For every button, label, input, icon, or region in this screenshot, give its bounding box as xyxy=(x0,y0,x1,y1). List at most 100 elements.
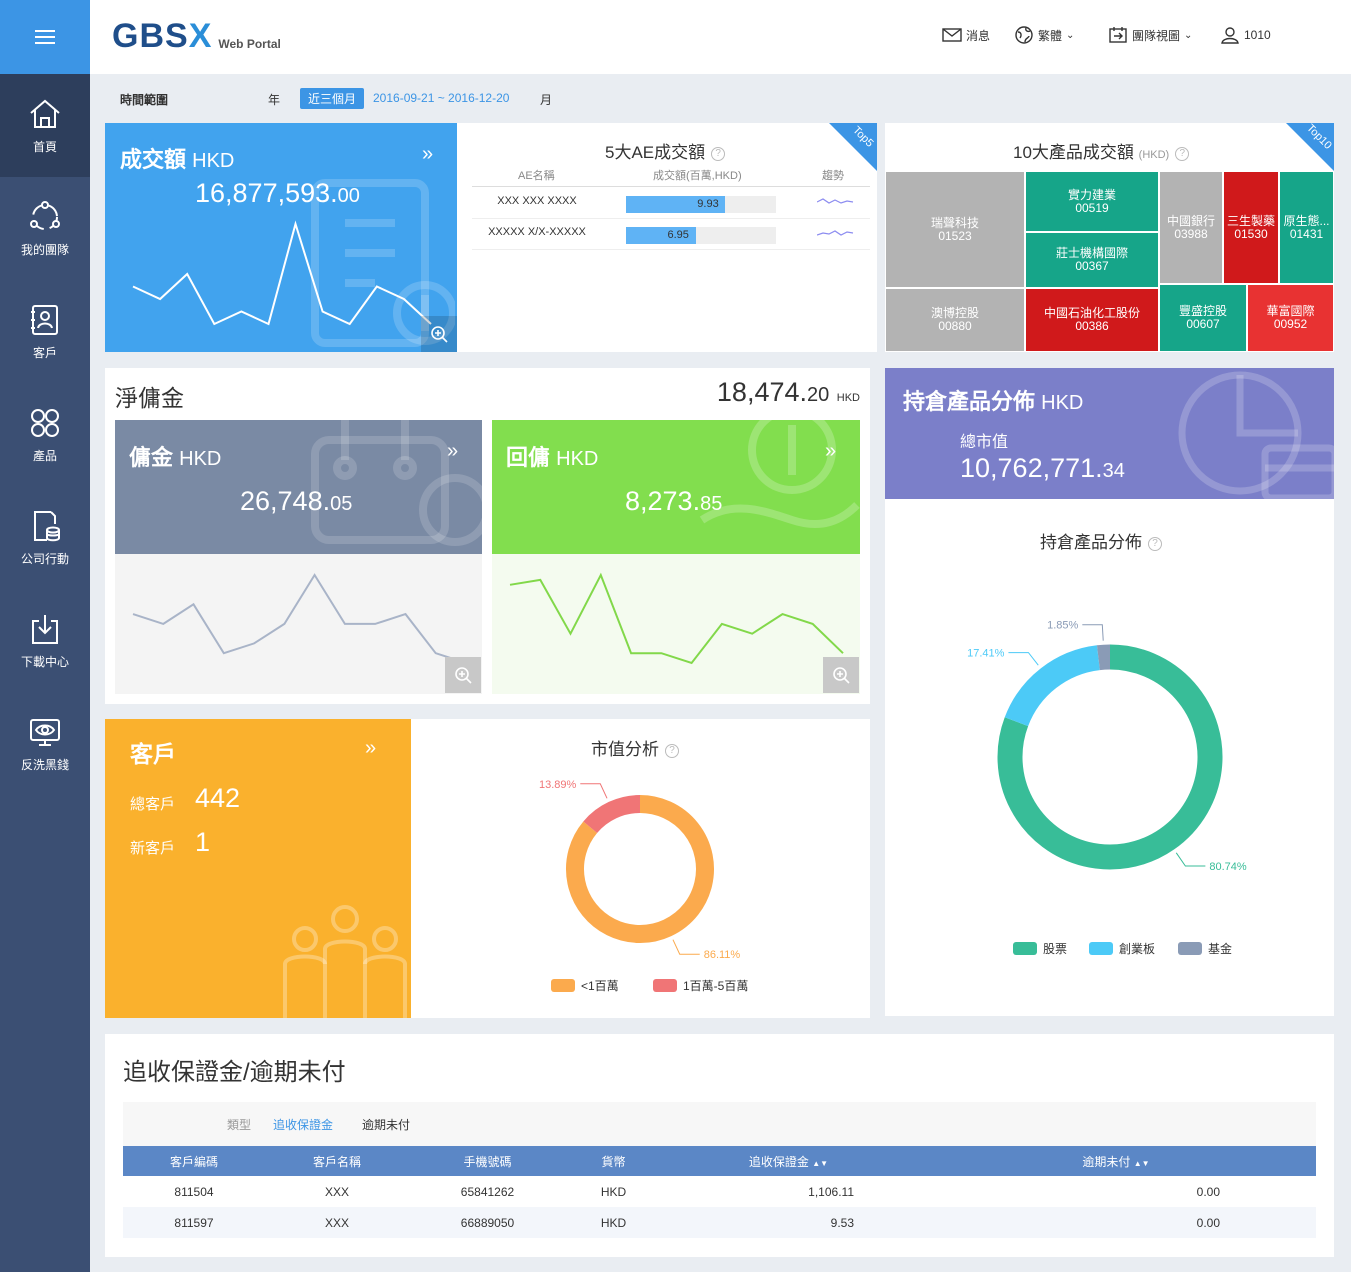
legend-swatch[interactable] xyxy=(551,979,575,992)
sparkline-path xyxy=(132,573,467,664)
view-dropdown[interactable]: 團隊視圖 ⌄ xyxy=(1108,26,1192,44)
sidebar-item-label: 我的團隊 xyxy=(20,243,69,257)
table-cell: 0.00 xyxy=(916,1207,1316,1238)
treemap-tile[interactable]: 豐盛控股 00607 xyxy=(1159,284,1247,352)
top5-title: 5大AE成交額? xyxy=(605,138,726,163)
treemap-tile[interactable]: 中國銀行 03988 xyxy=(1159,171,1223,284)
table-row[interactable]: 811597 XXX 66889050 HKD 9.53 0.00 xyxy=(123,1207,1316,1238)
sidebar-item-clients[interactable]: 客戶 xyxy=(0,280,90,383)
rebate-more-icon[interactable]: » xyxy=(825,440,837,462)
legend-swatch[interactable] xyxy=(1178,942,1202,955)
donut-slice[interactable] xyxy=(997,644,1223,870)
legend-swatch[interactable] xyxy=(1089,942,1113,955)
rebate-sparkline xyxy=(509,572,844,665)
net-commission-card: 淨傭金 18,474.20 HKD 傭金 HKD » 26,748.05 回傭 … xyxy=(105,368,870,704)
donut-slice[interactable] xyxy=(1004,645,1101,727)
legend-label[interactable]: 創業板 xyxy=(1119,942,1155,956)
top-header: GBSX Web Portal 消息 繁體 ⌄ 團隊視圖 ⌄ 1010 xyxy=(90,0,1351,74)
tile-name: 中國石油化工股份 xyxy=(1043,306,1140,320)
treemap-tile[interactable]: 原生態... 01431 xyxy=(1279,171,1334,284)
messages-button[interactable]: 消息 xyxy=(942,26,990,44)
margin-call-card: 追收保證金/逾期未付 類型 追收保證金 逾期未付 客戶編碼 客戶名稱 手機號碼 … xyxy=(105,1034,1334,1257)
label-leader-line xyxy=(1082,624,1104,641)
tile-code: 00607 xyxy=(1186,317,1220,331)
sidebar-item-corporate-action[interactable]: 公司行動 xyxy=(0,486,90,589)
help-icon[interactable]: ? xyxy=(665,743,679,758)
donut-slice[interactable] xyxy=(566,795,714,943)
rebate-zoom-button[interactable] xyxy=(823,657,859,693)
download-icon xyxy=(32,615,58,644)
treemap-tile[interactable]: 三生製藥 01530 xyxy=(1223,171,1279,284)
top5-row: XXX XXX XXXX 9.93 xyxy=(472,189,870,219)
slice-label: 80.74% xyxy=(1209,861,1247,873)
time-filter-bar: 時間範圍 年 近三個月 2016-09-21 ~ 2016-12-20 月 xyxy=(90,74,1351,122)
legend-label[interactable]: 股票 xyxy=(1043,942,1067,956)
treemap: 瑞聲科技 01523 澳博控股 00880 實力建業 00519 莊士機構國際 00367 中國… xyxy=(885,171,1334,352)
tile-name: 豐盛控股 xyxy=(1178,304,1227,318)
help-icon[interactable]: ? xyxy=(1148,536,1162,551)
language-dropdown[interactable]: 繁體 ⌄ xyxy=(1014,26,1074,44)
trend-sparkline xyxy=(817,230,854,236)
sidebar-item-home[interactable]: 首頁 xyxy=(0,74,90,177)
donut-slice[interactable] xyxy=(583,795,641,834)
sidebar-item-aml[interactable]: 反洗黑錢 xyxy=(0,692,90,795)
column-header-sortable[interactable]: 逾期未付 ▲▼ xyxy=(916,1146,1316,1176)
column-header-sortable[interactable]: 追收保證金 ▲▼ xyxy=(661,1146,916,1176)
column-header[interactable]: 貨幣 xyxy=(566,1146,661,1176)
margin-title: 追收保證金/逾期未付 xyxy=(123,1059,346,1086)
column-header[interactable]: 手機號碼 xyxy=(409,1146,566,1176)
zoom-in-icon xyxy=(431,326,448,343)
help-icon[interactable]: ? xyxy=(711,146,726,161)
commission-zoom-button[interactable] xyxy=(445,657,481,693)
legend-label[interactable]: 1百萬-5百萬 xyxy=(683,979,748,993)
tile-code: 03988 xyxy=(1174,226,1208,241)
treemap-tile[interactable]: 澳博控股 00880 xyxy=(885,288,1025,352)
mail-icon xyxy=(942,28,962,42)
language-label: 繁體 xyxy=(1038,28,1063,43)
legend-swatch[interactable] xyxy=(1013,942,1037,955)
turnover-zoom-button[interactable] xyxy=(421,316,457,352)
rebate-card: 回傭 HKD » 8,273.85 xyxy=(492,420,860,554)
tile-name: 三生製藥 xyxy=(1226,213,1275,228)
value-label: 9.93 xyxy=(697,198,719,210)
table-row[interactable]: 811504 XXX 65841262 HKD 1,106.11 0.00 xyxy=(123,1176,1316,1207)
treemap-tile[interactable]: 莊士機構國際 00367 xyxy=(1025,232,1159,288)
table-cell: XXX xyxy=(265,1207,409,1238)
sidebar-item-label: 反洗黑錢 xyxy=(20,758,69,772)
legend-label[interactable]: 基金 xyxy=(1208,941,1232,956)
treemap-tile[interactable]: 華富國際 00952 xyxy=(1247,284,1334,352)
legend-label[interactable]: <1百萬 xyxy=(581,979,619,993)
sparkline-path xyxy=(132,220,432,326)
net-commission-title: 淨傭金 xyxy=(115,385,184,411)
legend-swatch[interactable] xyxy=(653,979,677,992)
total-clients-value: 442 xyxy=(195,783,241,813)
filter-range-option[interactable]: 近三個月 xyxy=(300,88,365,109)
turnover-more-icon[interactable]: » xyxy=(422,143,434,165)
tab-overdue[interactable]: 逾期未付 xyxy=(362,1118,411,1132)
commission-value: 26,748.05 xyxy=(240,486,353,516)
filter-month-option[interactable]: 月 xyxy=(540,93,553,107)
column-header[interactable]: 客戶編碼 xyxy=(123,1146,265,1176)
menu-toggle-button[interactable] xyxy=(0,0,90,74)
donut-slice[interactable] xyxy=(1096,644,1111,671)
clients-more-icon[interactable]: » xyxy=(365,737,377,759)
sidebar: 首頁 我的團隊 客戶 產品 公司行動 下載中心 反洗黑錢 xyxy=(0,0,90,1272)
user-menu[interactable]: 1010 xyxy=(1220,26,1271,44)
sidebar-item-team[interactable]: 我的團隊 xyxy=(0,177,90,280)
top10-product-card: Top10 10大產品成交額 (HKD)? 瑞聲科技 01523 澳博控股 00880… xyxy=(885,123,1334,352)
treemap-tile[interactable]: 瑞聲科技 01523 xyxy=(885,171,1025,288)
rebate-title: 回傭 HKD xyxy=(506,445,599,470)
commission-more-icon[interactable]: » xyxy=(447,440,459,462)
sidebar-item-download[interactable]: 下載中心 xyxy=(0,589,90,692)
tab-margin-call[interactable]: 追收保證金 xyxy=(273,1118,334,1132)
holdings-title: 持倉產品分佈 HKD xyxy=(903,389,1084,414)
help-icon[interactable]: ? xyxy=(1175,146,1190,161)
filter-year-option[interactable]: 年 xyxy=(268,93,281,107)
column-header[interactable]: 客戶名稱 xyxy=(265,1146,409,1176)
treemap-tile[interactable]: 中國石油化工股份 00386 xyxy=(1025,288,1159,352)
table-header-row: 客戶編碼 客戶名稱 手機號碼 貨幣 追收保證金 ▲▼ 逾期未付 ▲▼ xyxy=(123,1146,1316,1176)
treemap-tile[interactable]: 實力建業 00519 xyxy=(1025,171,1159,232)
commission-title: 傭金 HKD xyxy=(129,445,222,470)
filter-date-range[interactable]: 2016-09-21 ~ 2016-12-20 xyxy=(373,91,510,105)
sidebar-item-products[interactable]: 產品 xyxy=(0,383,90,486)
